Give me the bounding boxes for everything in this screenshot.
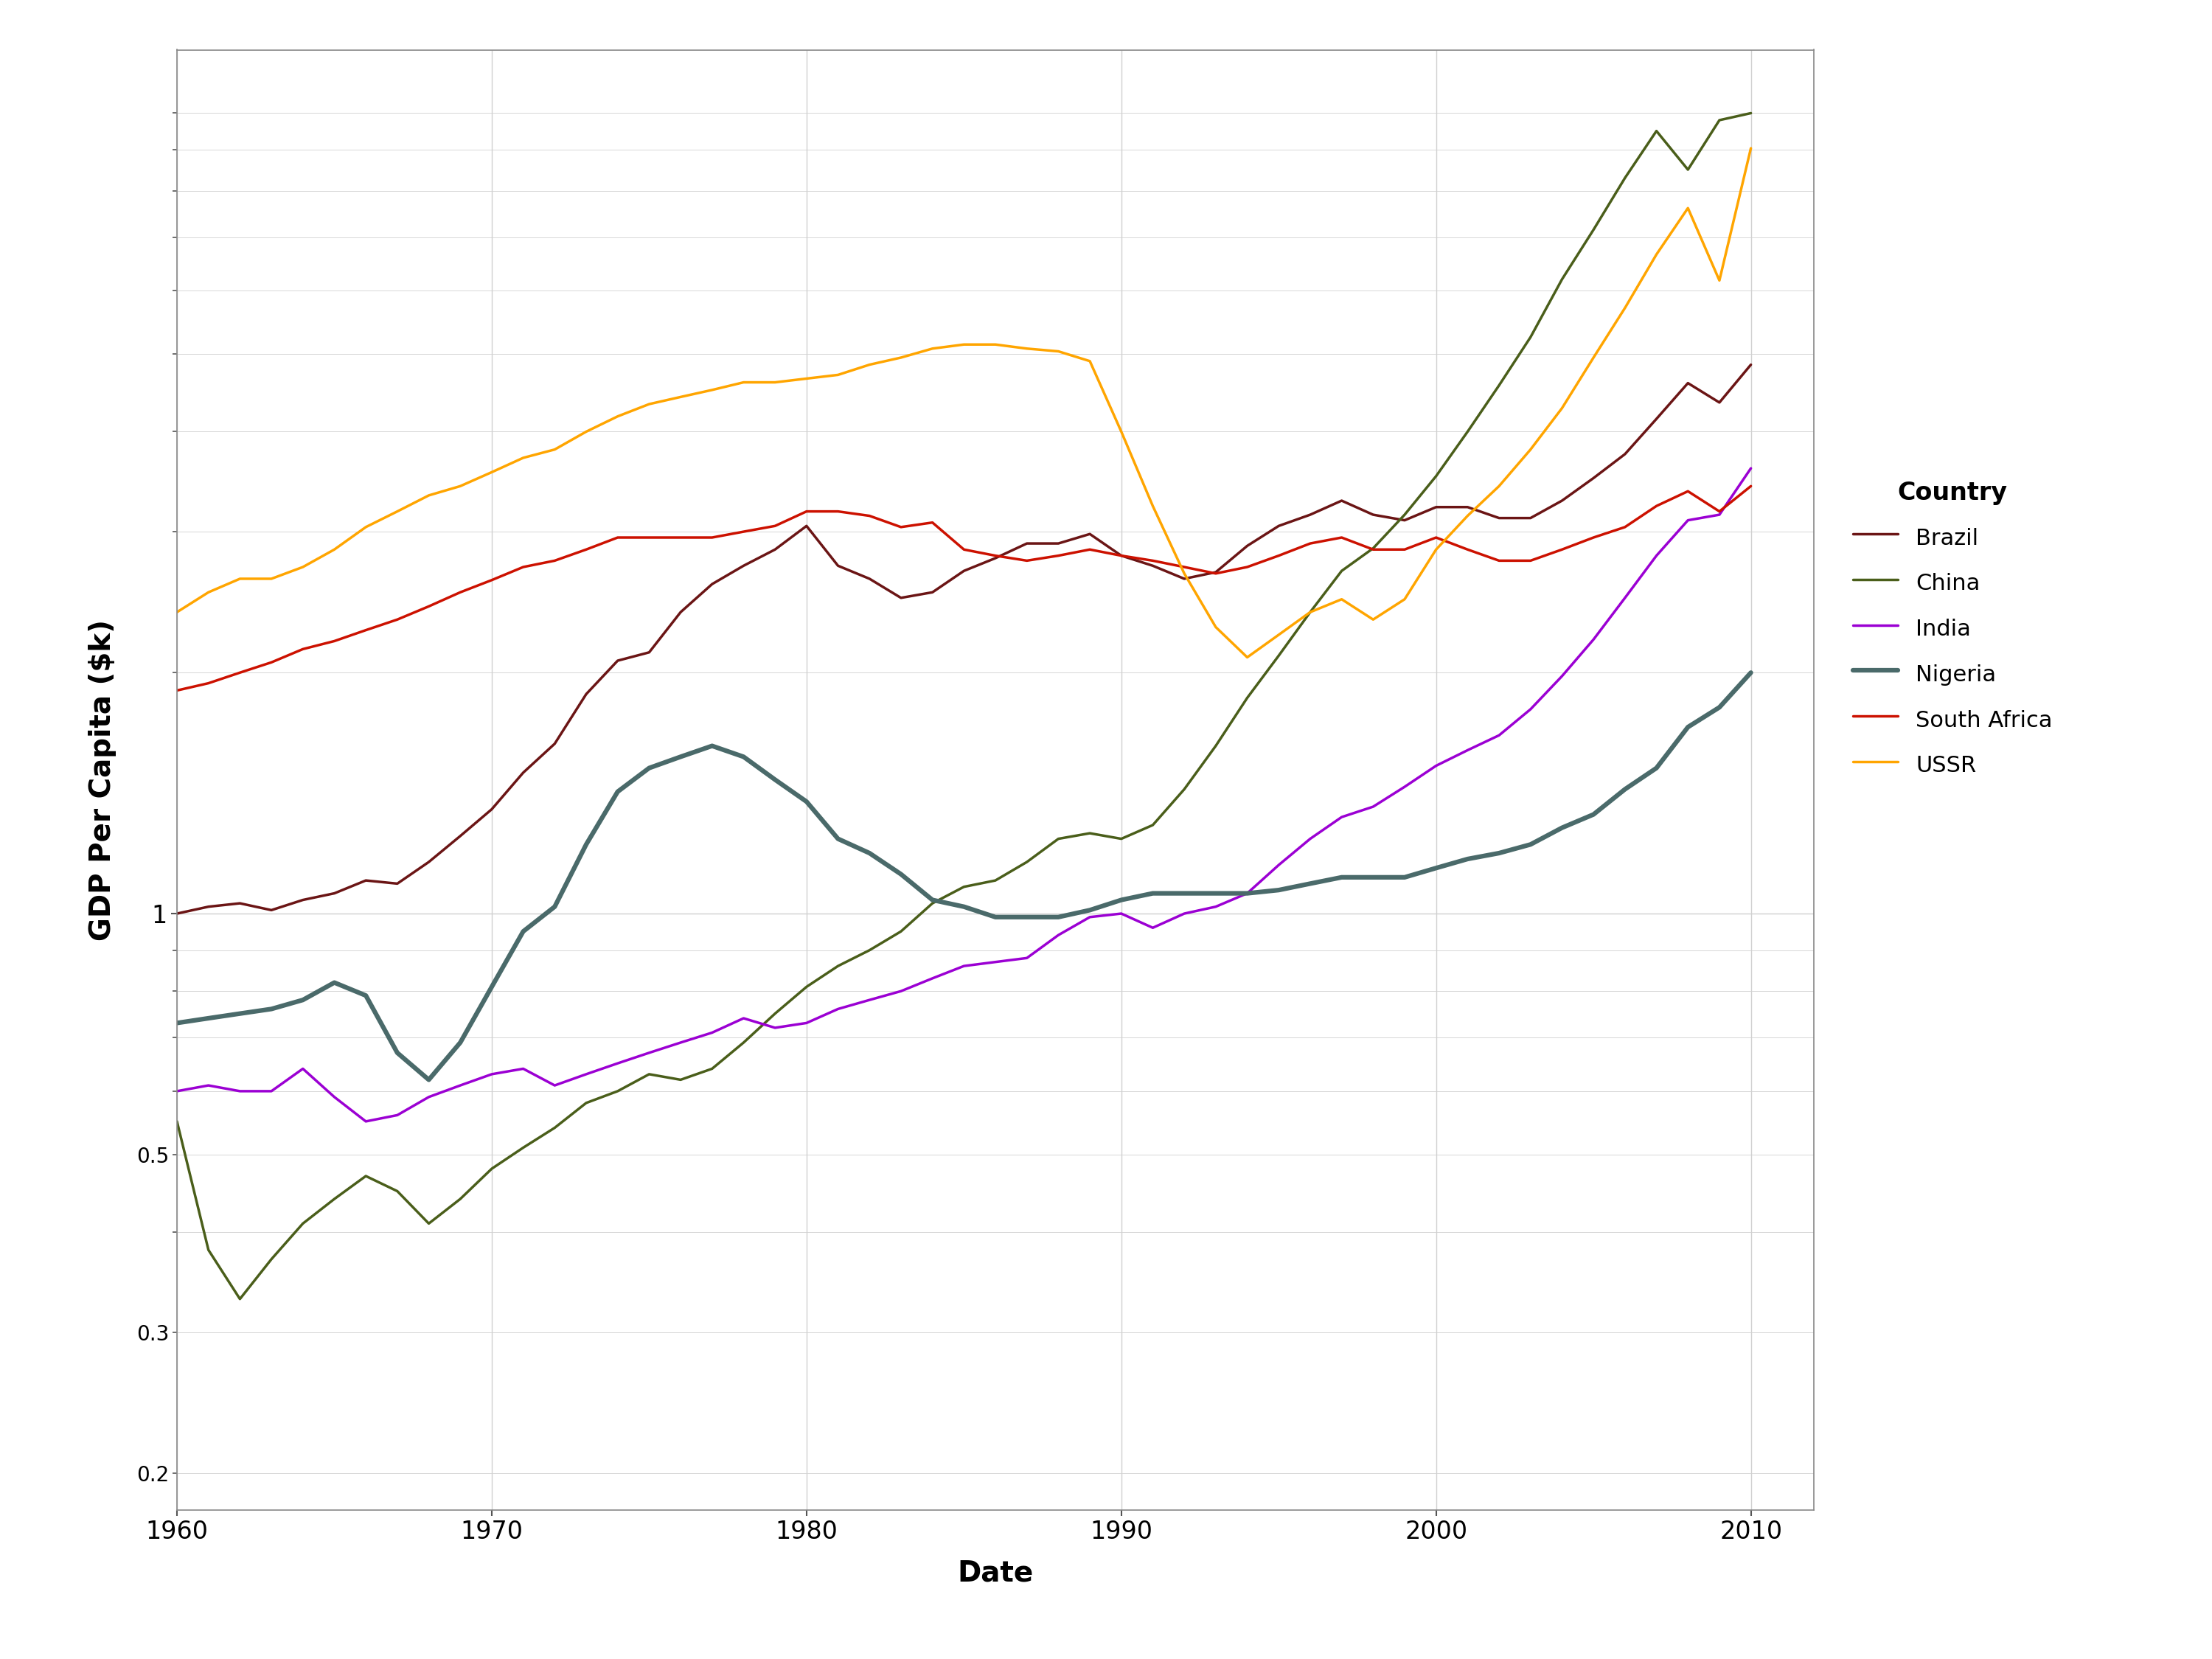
Line: China: China bbox=[177, 113, 1752, 1299]
Brazil bbox=[1203, 562, 1230, 582]
India bbox=[668, 1032, 695, 1052]
South Africa bbox=[1203, 564, 1230, 584]
USSR bbox=[511, 448, 538, 468]
India bbox=[1329, 808, 1356, 828]
India bbox=[352, 1112, 378, 1131]
India bbox=[542, 1075, 568, 1095]
China bbox=[1739, 103, 1765, 123]
China bbox=[668, 1070, 695, 1090]
China bbox=[1705, 109, 1732, 129]
Nigeria bbox=[164, 1014, 190, 1034]
Nigeria bbox=[699, 737, 726, 757]
India bbox=[699, 1022, 726, 1042]
USSR bbox=[668, 387, 695, 406]
China bbox=[1234, 688, 1261, 708]
South Africa bbox=[668, 528, 695, 547]
USSR bbox=[1234, 647, 1261, 667]
Brazil bbox=[1296, 504, 1323, 524]
China bbox=[226, 1289, 252, 1309]
Nigeria bbox=[542, 898, 568, 917]
India bbox=[164, 1082, 190, 1102]
India bbox=[1705, 504, 1732, 524]
USSR bbox=[1739, 138, 1765, 158]
Line: Nigeria: Nigeria bbox=[177, 672, 1752, 1080]
Line: Brazil: Brazil bbox=[177, 365, 1752, 914]
X-axis label: Date: Date bbox=[958, 1559, 1033, 1588]
South Africa bbox=[1296, 534, 1323, 554]
South Africa bbox=[1705, 501, 1732, 521]
Nigeria bbox=[416, 1070, 442, 1090]
Brazil bbox=[511, 763, 538, 783]
China bbox=[1329, 561, 1356, 581]
Nigeria bbox=[668, 747, 695, 766]
South Africa bbox=[164, 680, 190, 700]
Brazil bbox=[635, 642, 661, 662]
Line: India: India bbox=[177, 468, 1752, 1121]
South Africa bbox=[635, 528, 661, 547]
South Africa bbox=[511, 557, 538, 577]
China bbox=[164, 1112, 190, 1131]
USSR bbox=[635, 395, 661, 415]
USSR bbox=[164, 602, 190, 622]
Line: USSR: USSR bbox=[177, 148, 1752, 657]
China bbox=[542, 1118, 568, 1138]
India bbox=[1739, 458, 1765, 478]
Y-axis label: GDP Per Capita ($k): GDP Per Capita ($k) bbox=[88, 619, 117, 941]
Line: South Africa: South Africa bbox=[177, 486, 1752, 690]
Brazil bbox=[164, 904, 190, 924]
Nigeria bbox=[1739, 662, 1765, 682]
Brazil bbox=[668, 602, 695, 622]
Nigeria bbox=[1234, 883, 1261, 902]
USSR bbox=[1705, 270, 1732, 290]
Legend: Brazil, China, India, Nigeria, South Africa, USSR: Brazil, China, India, Nigeria, South Afr… bbox=[1840, 469, 2064, 790]
USSR bbox=[1329, 589, 1356, 609]
Brazil bbox=[1705, 393, 1732, 413]
Nigeria bbox=[1329, 868, 1356, 888]
Nigeria bbox=[1705, 697, 1732, 717]
USSR bbox=[1203, 617, 1230, 637]
India bbox=[1234, 883, 1261, 902]
Brazil bbox=[1739, 355, 1765, 375]
China bbox=[699, 1058, 726, 1078]
South Africa bbox=[1739, 476, 1765, 496]
